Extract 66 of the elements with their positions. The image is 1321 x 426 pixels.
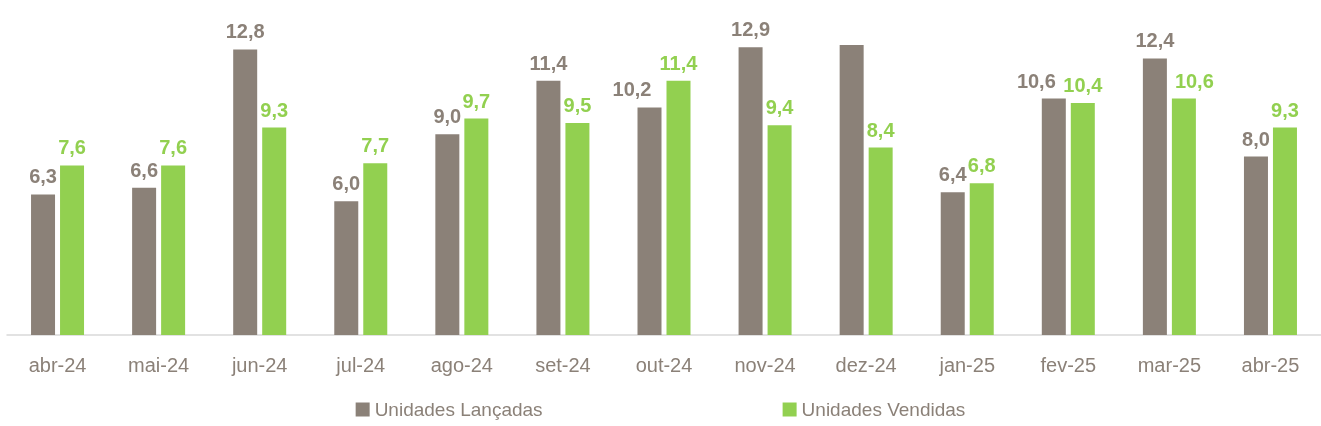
data-label: 9,7 bbox=[462, 89, 491, 112]
bar bbox=[536, 80, 561, 335]
data-label: 11,4 bbox=[659, 51, 699, 74]
bar bbox=[262, 127, 287, 335]
bar bbox=[637, 107, 662, 335]
bar bbox=[1272, 127, 1297, 335]
x-tick-label: mai-24 bbox=[128, 354, 190, 376]
x-tick-label: nov-24 bbox=[734, 354, 796, 376]
data-label: 12,4 bbox=[1135, 29, 1176, 52]
bar bbox=[868, 147, 893, 335]
x-tick-label: dez-24 bbox=[835, 354, 897, 376]
bar bbox=[940, 192, 965, 335]
x-tick-label: abr-24 bbox=[28, 354, 87, 376]
x-tick-label: set-24 bbox=[535, 354, 591, 376]
bar bbox=[1070, 103, 1095, 335]
data-label: 7,7 bbox=[361, 134, 390, 157]
data-label: 6,8 bbox=[967, 154, 996, 177]
x-tick-label: jan-25 bbox=[938, 354, 996, 376]
bar bbox=[31, 194, 56, 335]
data-label: 7,6 bbox=[58, 136, 86, 159]
data-label: 8,0 bbox=[1242, 127, 1270, 150]
bar bbox=[666, 80, 691, 335]
bar bbox=[1171, 98, 1196, 335]
legend-label: Unidades Vendidas bbox=[801, 399, 966, 420]
data-label: 10,6 bbox=[1016, 69, 1056, 92]
legend-label: Unidades Lançadas bbox=[374, 399, 543, 420]
bar bbox=[435, 134, 460, 335]
data-label: 9,3 bbox=[1271, 98, 1299, 121]
bar bbox=[233, 49, 258, 335]
bar bbox=[363, 163, 388, 335]
bar bbox=[1243, 156, 1268, 335]
bar bbox=[1142, 58, 1167, 335]
data-label: 9,3 bbox=[260, 98, 289, 121]
data-label: 10,2 bbox=[612, 78, 652, 101]
data-label: 7,6 bbox=[159, 136, 188, 159]
bar bbox=[839, 45, 864, 335]
x-tick-label: fev-25 bbox=[1040, 354, 1097, 376]
data-label: 9,5 bbox=[563, 94, 592, 117]
data-label: 9,4 bbox=[765, 96, 795, 119]
data-label: 12,8 bbox=[225, 20, 265, 43]
bar bbox=[161, 165, 186, 335]
data-label: 12,9 bbox=[731, 18, 771, 41]
data-label: 8,4 bbox=[866, 118, 896, 141]
x-tick-label: jul-24 bbox=[335, 354, 386, 376]
x-tick-label: mar-25 bbox=[1137, 354, 1202, 376]
bar bbox=[1041, 98, 1066, 335]
bar bbox=[565, 123, 590, 335]
x-tick-label: ago-24 bbox=[430, 354, 493, 376]
data-label: 6,3 bbox=[29, 165, 57, 188]
bar bbox=[969, 183, 994, 335]
x-tick-label: jun-24 bbox=[230, 354, 288, 376]
bar bbox=[132, 187, 157, 335]
data-label: 6,0 bbox=[332, 172, 361, 195]
data-label: 9,0 bbox=[433, 105, 462, 128]
bar bbox=[738, 47, 763, 335]
bar bbox=[464, 118, 489, 335]
data-label: 6,6 bbox=[130, 158, 159, 181]
data-label: 6,4 bbox=[938, 163, 968, 186]
data-label: 10,6 bbox=[1174, 69, 1214, 92]
bar bbox=[60, 165, 85, 335]
x-tick-label: out-24 bbox=[635, 354, 693, 376]
data-label: 11,4 bbox=[529, 51, 569, 74]
bar bbox=[767, 125, 792, 335]
data-label: 10,4 bbox=[1063, 74, 1104, 96]
bar bbox=[334, 201, 359, 335]
x-tick-label: abr-25 bbox=[1241, 354, 1300, 376]
